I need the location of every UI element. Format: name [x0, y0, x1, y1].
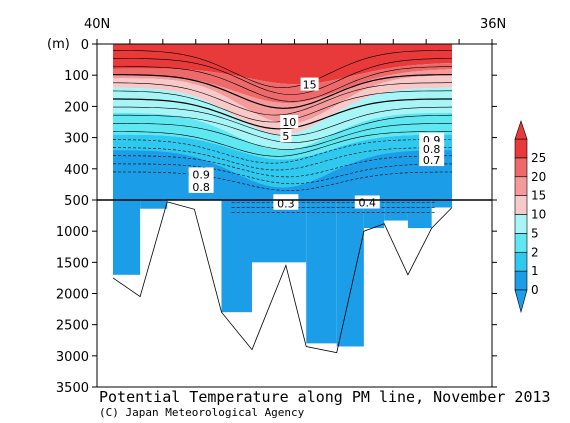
data-column [336, 200, 364, 347]
contour-label: 0.8 [423, 143, 441, 156]
contour-line [113, 82, 452, 116]
y-tick-label: 200 [64, 100, 89, 115]
data-column [407, 200, 432, 229]
colorbar-label: 2 [531, 245, 539, 259]
y-tick-label: 1000 [56, 225, 89, 240]
data-column [251, 200, 307, 263]
profile-layer [113, 112, 452, 160]
colorbar-label: 20 [531, 170, 546, 184]
y-tick-label: 0 [81, 38, 89, 53]
contour-line [112, 147, 452, 171]
contour-label: 15 [303, 79, 317, 92]
data-column [384, 200, 408, 221]
chart-credit: (C) Japan Meteorological Agency [99, 406, 305, 419]
colorbar-segment [514, 195, 528, 215]
colorbar-segment [514, 138, 528, 159]
profile-layer [113, 63, 452, 104]
profile-layer [113, 44, 452, 85]
contour-label: 0.3 [277, 198, 295, 211]
contour-line [112, 171, 452, 191]
contour-label-bg [280, 115, 299, 128]
contour-label-bg [188, 179, 214, 193]
y-tick-label: 100 [64, 69, 89, 84]
data-column [221, 200, 252, 313]
colorbar-label: 15 [531, 189, 546, 203]
y-tick-label: 300 [64, 132, 89, 147]
colorbar-segment [514, 233, 528, 253]
colorbar-label: 25 [531, 151, 546, 165]
y-tick-label: 3000 [56, 350, 89, 365]
profile-layer [113, 87, 452, 151]
y-tick-label: 2000 [56, 288, 89, 303]
colorbar-arrow-bottom [514, 289, 528, 314]
contour-line [113, 123, 453, 150]
contour-label: 0.9 [192, 168, 210, 181]
contour-label-bg [419, 142, 445, 156]
colorbar-label: 0 [531, 283, 539, 297]
contour-line [113, 139, 452, 164]
data-column [306, 200, 337, 344]
contour-label: 10 [282, 116, 296, 129]
data-column [431, 200, 452, 208]
y-tick-label: 400 [64, 163, 89, 178]
contour-line [112, 131, 452, 157]
contour-line [113, 66, 453, 102]
contour-label: 5 [282, 130, 289, 143]
y-tick-label: 3500 [56, 381, 89, 396]
contour-label-bg [188, 167, 214, 181]
colorbar-segment [514, 214, 528, 234]
data-column [140, 200, 168, 209]
colorbar-arrow-top [514, 120, 528, 140]
contour-label-bg [419, 153, 445, 167]
colorbar-label: 10 [531, 208, 546, 222]
y-unit-label: (m) [47, 37, 70, 52]
y-tick-label: 1500 [56, 256, 89, 271]
x-left-label: 40N [84, 17, 110, 32]
contour-label-bg [280, 129, 292, 143]
contour-line [112, 74, 453, 109]
contour-line [113, 98, 452, 130]
contour-line [113, 50, 452, 89]
x-right-label: 36N [480, 17, 506, 32]
data-column [113, 200, 141, 275]
contour-label: 0.8 [192, 181, 210, 194]
contour-line [113, 58, 452, 95]
colorbar-segment [514, 176, 528, 196]
contour-label-bg [300, 77, 319, 91]
contour-label-bg [354, 195, 380, 209]
contour-label: 0.7 [423, 154, 441, 167]
contour-line [113, 163, 452, 185]
profile-layer [113, 69, 452, 124]
colorbar-segment [514, 270, 528, 291]
y-tick-label: 2500 [56, 319, 89, 334]
contour-label: 0.4 [359, 196, 377, 209]
colorbar-label: 5 [531, 226, 539, 240]
chart-title: Potential Temperature along PM line, Nov… [99, 388, 551, 406]
colorbar-label: 1 [531, 264, 539, 278]
profile-layer [113, 75, 452, 135]
bottom-topography-line [112, 201, 453, 354]
axes: 0 100 200 300 400 500 1000 1500 2000 2500 3000 3500 [56, 38, 497, 396]
colorbar-segment [514, 157, 528, 178]
y-tick-label: 500 [64, 194, 89, 209]
contour-line [113, 155, 452, 178]
colorbar-segment [514, 251, 528, 272]
